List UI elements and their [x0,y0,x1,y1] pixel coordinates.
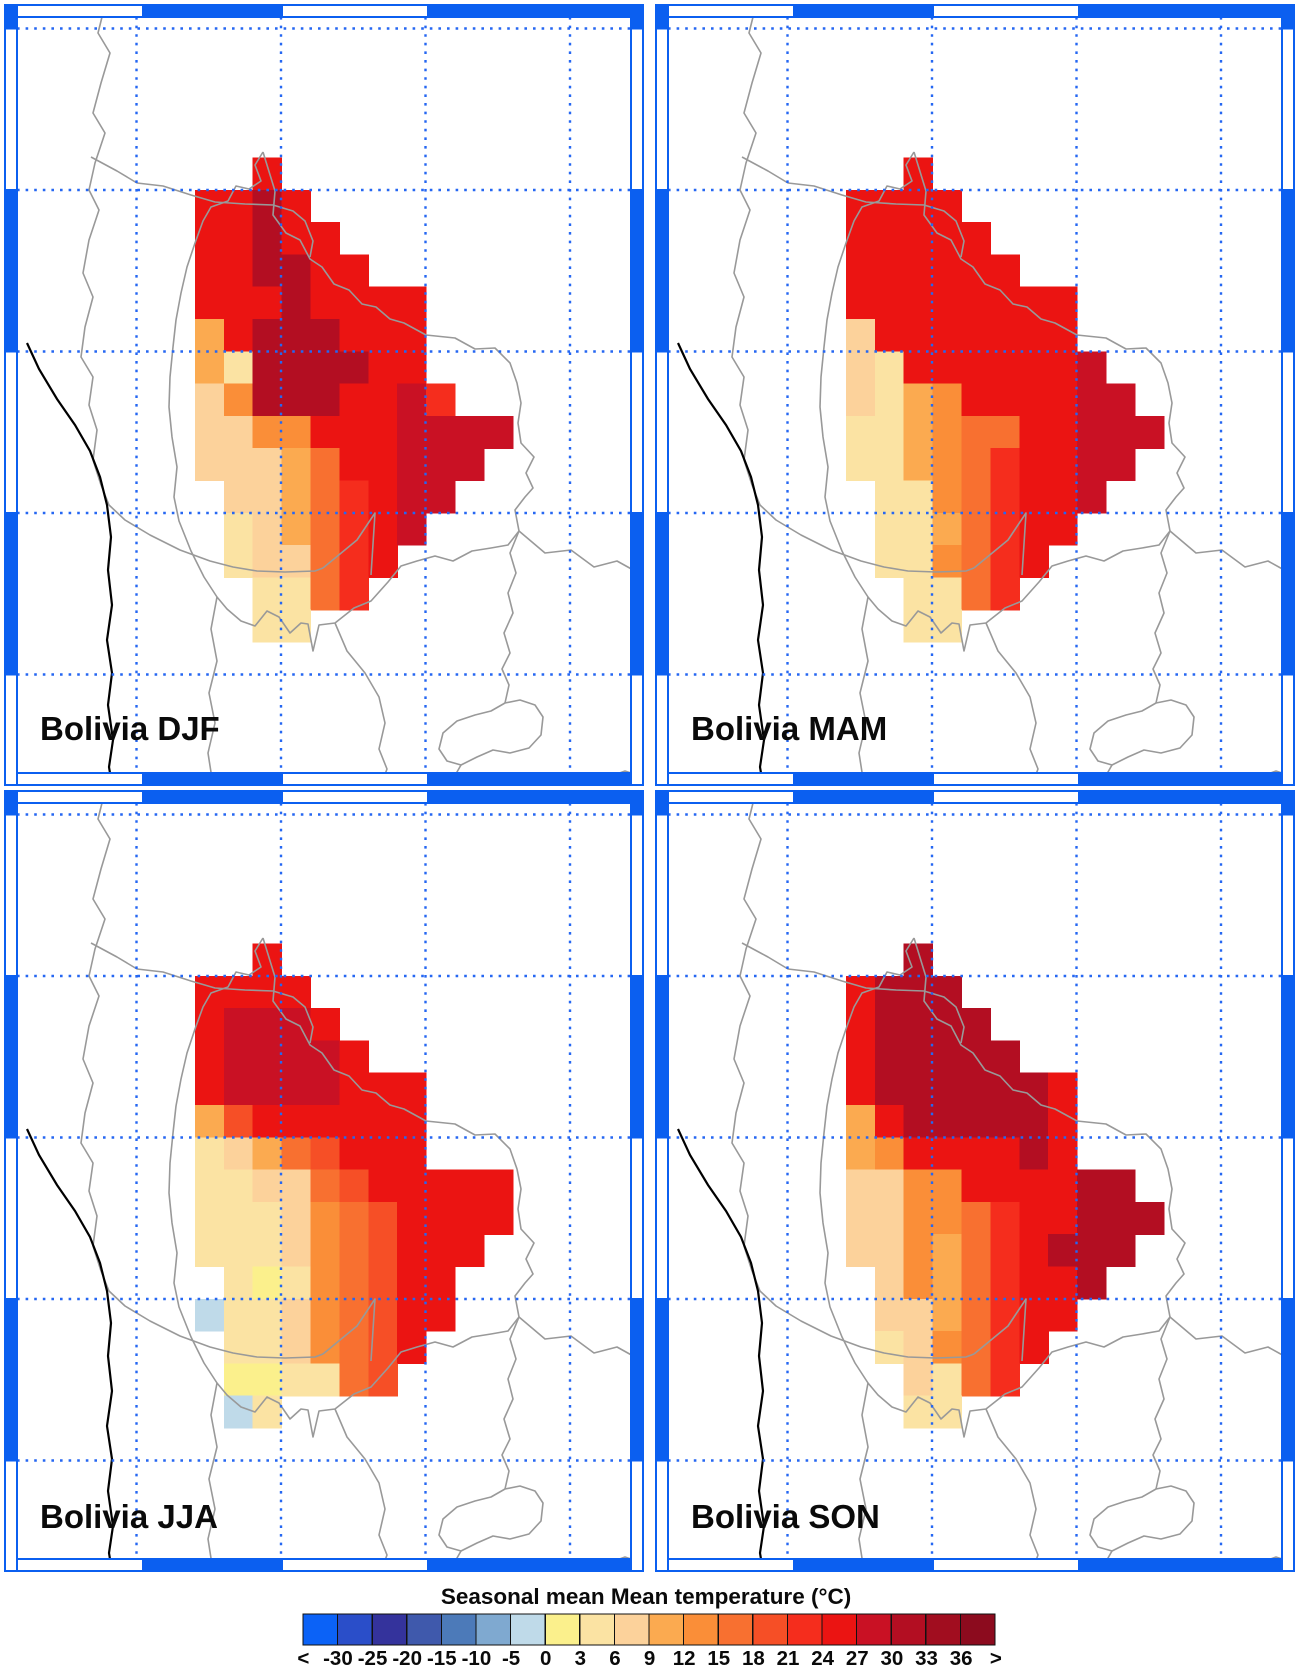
colorbar-tick: 0 [539,1647,552,1670]
map-frame [3,3,645,787]
colorbar-tick: 33 [915,1647,938,1670]
colorbar-tick: 24 [811,1647,835,1670]
latlon-grid [668,803,1282,1559]
coastline [26,342,115,786]
colorbar-tick: 18 [742,1647,765,1670]
colorbar-tick: 15 [707,1647,731,1670]
panel-bolivia-djf [3,3,645,787]
colorbar-tick: 30 [880,1647,904,1670]
panel-bolivia-mam [654,3,1296,787]
colorbar-tick: -5 [501,1647,521,1670]
colorbar-tick: 21 [776,1647,800,1670]
colorbar-tick: -20 [392,1647,422,1670]
panel-label-mam: Bolivia MAM [691,710,888,747]
colorbar-title: Seasonal mean Mean temperature (°C) [440,1584,852,1609]
colorbar-tick: > [989,1647,1002,1670]
colorbar-tick: 9 [643,1647,656,1670]
map-frame [654,3,1296,787]
panel-bolivia-son [654,789,1296,1573]
colorbar-tick: -15 [426,1647,457,1670]
panel-label-djf: Bolivia DJF [40,710,220,747]
temperature-raster [845,943,1165,1429]
colorbar-tick: 36 [949,1647,973,1670]
colorbar [302,1613,996,1646]
coastline [677,1128,766,1572]
colorbar-tick: 27 [845,1647,869,1670]
colorbar-tick: < [297,1647,310,1670]
latlon-grid [17,17,631,773]
temperature-raster [845,157,1165,643]
map-frame [654,789,1296,1573]
colorbar-tick: -10 [461,1647,492,1670]
colorbar-tick: 12 [672,1647,696,1670]
colorbar-tick: 3 [574,1647,587,1670]
map-frame [3,789,645,1573]
temperature-raster [194,943,514,1429]
panel-bolivia-jja [3,789,645,1573]
latlon-grid [668,17,1282,773]
panel-label-jja: Bolivia JJA [40,1498,218,1535]
colorbar-tick: -30 [323,1647,353,1670]
colorbar-tick: -25 [357,1647,388,1670]
temperature-raster [194,157,514,643]
colorbar-tick-labels: < -30 -25 -20 -15 -10 -5 0 3 6 9 12 15 18 21 24 27 30 33 36… [286,1647,1013,1670]
coastline [677,342,766,786]
coastline [26,1128,115,1572]
panel-label-son: Bolivia SON [691,1498,880,1535]
colorbar-tick: 6 [609,1647,621,1670]
latlon-grid [17,803,631,1559]
